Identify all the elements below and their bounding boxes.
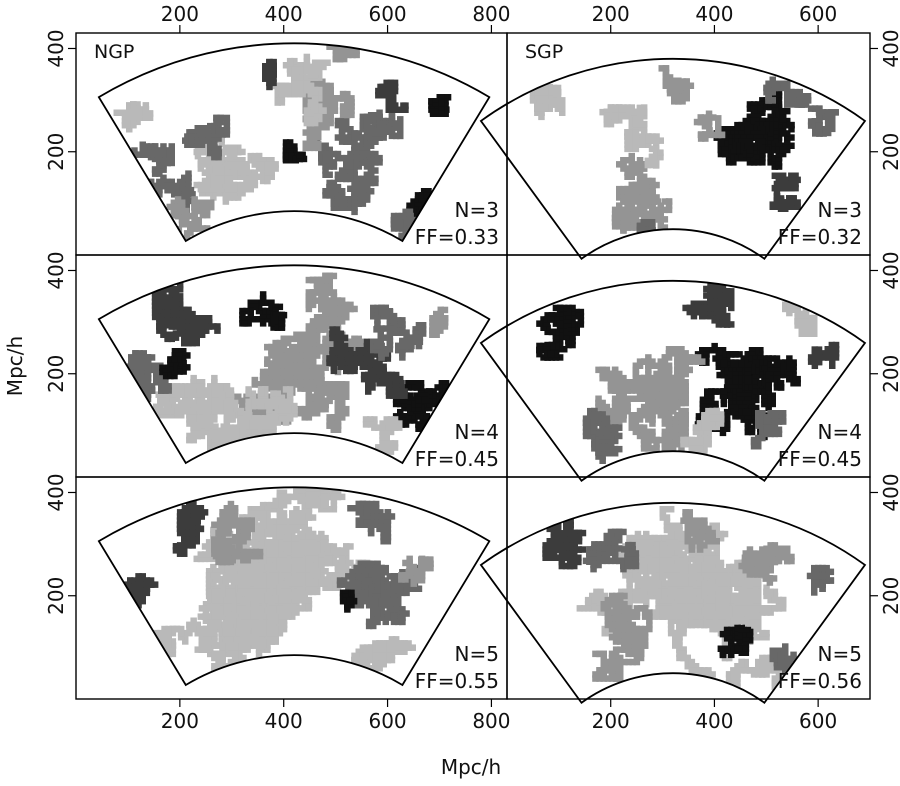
cluster-cell	[217, 119, 224, 126]
cluster-cell	[272, 165, 279, 172]
cluster-cell	[624, 212, 631, 219]
y-tick-label: 200	[879, 133, 900, 171]
cluster-cell	[351, 209, 358, 216]
cluster-cell	[351, 186, 358, 193]
cluster-cell	[184, 189, 191, 196]
panel-ff-label: FF=0.32	[778, 225, 862, 249]
x-tick-label: 800	[472, 2, 510, 26]
cluster-cell	[324, 60, 331, 67]
panel-ff-label: FF=0.33	[415, 225, 499, 249]
cluster-cell	[114, 110, 121, 117]
cluster-cell	[262, 75, 269, 82]
cluster-cell	[326, 172, 333, 179]
x-tick-label: 600	[368, 2, 406, 26]
cluster-cell	[147, 110, 154, 117]
cluster-cell	[224, 115, 231, 122]
cluster-cell	[788, 173, 795, 180]
cluster-cell	[776, 91, 783, 98]
x-tick-label: 200	[161, 2, 199, 26]
y-tick-label: 400	[879, 29, 900, 67]
cluster-cell	[188, 137, 195, 144]
cluster-cell	[304, 110, 311, 117]
cluster-cell	[825, 130, 832, 137]
cluster-cell	[633, 165, 640, 172]
cluster-cell	[683, 91, 690, 98]
cluster-cell	[784, 108, 791, 115]
panel-n-label: N=3	[455, 198, 499, 222]
cluster-cell	[438, 100, 445, 107]
cluster-cell	[770, 77, 777, 84]
cluster-cell	[315, 145, 322, 152]
cluster-cell	[649, 162, 656, 169]
cluster-cell	[208, 204, 215, 211]
y-tick-label: 400	[44, 29, 68, 67]
x-tick-label: 400	[695, 2, 733, 26]
cluster-cell	[612, 113, 619, 120]
cluster-cell	[297, 152, 304, 159]
cluster-cell	[179, 208, 186, 215]
cluster-cell	[304, 54, 311, 61]
cluster-cell	[392, 107, 399, 114]
cluster-cell	[308, 120, 315, 127]
x-tick-label: 600	[799, 2, 837, 26]
x-tick-label: 200	[592, 2, 630, 26]
panel-tag: NGP	[94, 41, 134, 63]
cluster-cell	[794, 199, 801, 206]
cluster-cell	[211, 154, 218, 161]
cluster-cell	[326, 188, 333, 195]
cluster-cell	[799, 101, 806, 108]
panel-tag: SGP	[525, 41, 563, 63]
cluster-cell	[816, 122, 823, 129]
cluster-cell	[368, 124, 375, 130]
cluster-cell	[722, 151, 729, 158]
panel-n-label: N=3	[818, 198, 862, 222]
x-tick-label: 400	[265, 2, 303, 26]
cluster-cell	[657, 149, 664, 156]
cluster-cell	[706, 114, 713, 121]
cluster-cell	[666, 198, 673, 205]
y-tick-label: 200	[44, 133, 68, 171]
cluster-cell	[780, 204, 787, 211]
cluster-cell	[624, 224, 631, 231]
